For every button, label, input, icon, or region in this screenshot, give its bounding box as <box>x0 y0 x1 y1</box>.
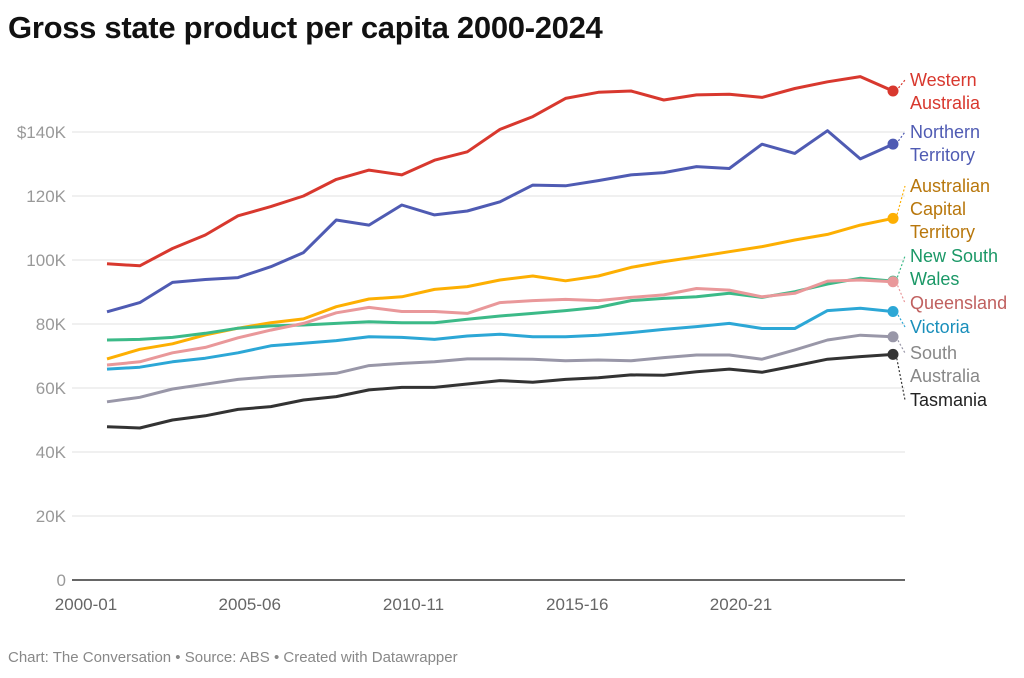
series-line <box>106 333 894 404</box>
series-label: New South <box>910 246 998 266</box>
x-tick-label: 2015-16 <box>546 595 608 614</box>
y-tick-label: 120K <box>26 187 66 206</box>
series-label: Australian <box>910 176 990 196</box>
series-label: Victoria <box>910 317 971 337</box>
y-tick-label: $140K <box>17 123 67 142</box>
series-line <box>106 75 894 268</box>
series-label: Capital <box>910 199 966 219</box>
series-label: Queensland <box>910 293 1007 313</box>
end-point-marker <box>887 212 899 224</box>
series-western-australia: Western Australia <box>106 70 981 268</box>
series-label: South <box>910 343 957 363</box>
label-connector <box>895 255 906 282</box>
end-point-marker <box>887 276 899 288</box>
x-tick-label: 2000-01 <box>55 595 117 614</box>
chart-footer: Chart: The Conversation • Source: ABS • … <box>8 649 458 666</box>
series-label: Australia <box>910 366 981 386</box>
series-line <box>106 129 894 314</box>
series-line <box>106 306 894 371</box>
x-tick-label: 2020-21 <box>710 595 772 614</box>
series-line <box>106 276 894 342</box>
series-queensland: Queensland <box>106 276 1007 367</box>
x-tick-label: 2005-06 <box>219 595 281 614</box>
end-point-marker <box>887 306 899 318</box>
series-label: Western <box>910 70 977 90</box>
y-tick-label: 80K <box>36 315 67 334</box>
series-tasmania: Tasmania <box>106 348 988 430</box>
series-northern-territory: Northern Territory <box>106 122 980 314</box>
series-australian-capital-territory: Australian Capital Territory <box>106 176 990 361</box>
label-connector <box>895 354 906 401</box>
label-connector <box>895 185 906 219</box>
series-label: Australia <box>910 93 981 113</box>
y-tick-label: 60K <box>36 379 67 398</box>
chart-title: Gross state product per capita 2000-2024 <box>8 10 603 45</box>
y-tick-label: 100K <box>26 251 66 270</box>
end-point-marker <box>887 85 899 97</box>
y-tick-label: 40K <box>36 443 67 462</box>
end-point-marker <box>887 331 899 343</box>
label-connector <box>895 131 906 145</box>
series-south-australia: South Australia <box>106 331 981 404</box>
x-tick-label: 2010-11 <box>383 595 444 614</box>
series-line <box>106 352 894 430</box>
series-label: Tasmania <box>910 390 988 410</box>
y-tick-label: 0 <box>57 571 66 590</box>
end-point-marker <box>887 348 899 360</box>
series-line <box>106 216 894 361</box>
series-victoria: Victoria <box>106 306 971 371</box>
label-connector <box>895 336 906 354</box>
series-label: Northern <box>910 122 980 142</box>
series-label: Wales <box>910 269 959 289</box>
y-tick-label: 20K <box>36 507 67 526</box>
label-connector <box>895 311 906 328</box>
series-line <box>106 278 894 367</box>
end-point-marker <box>887 138 899 150</box>
series-label: Territory <box>910 222 975 242</box>
series-label: Territory <box>910 145 975 165</box>
